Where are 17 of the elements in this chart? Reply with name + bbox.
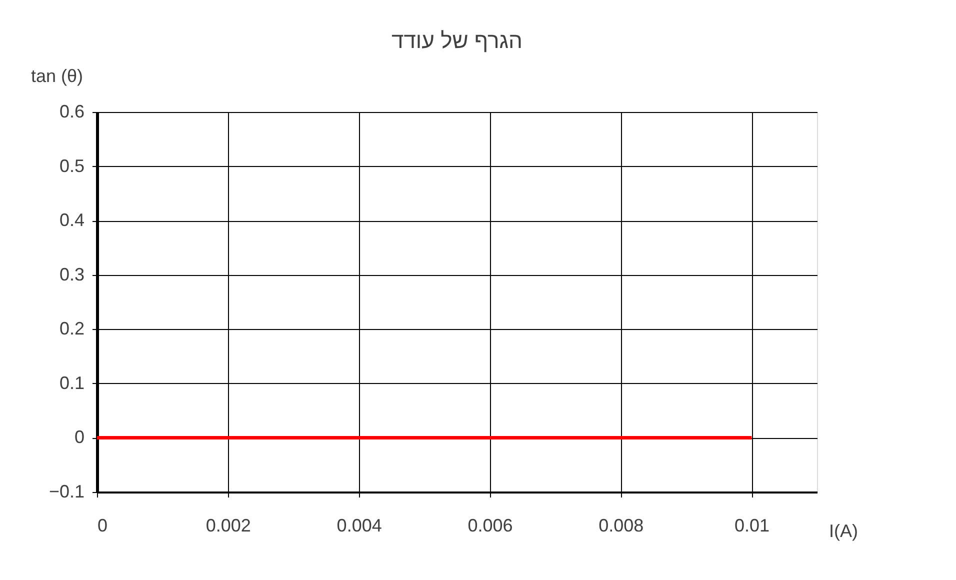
y-tick-label: 0.2	[59, 318, 84, 339]
y-tick-label: 0.4	[59, 210, 84, 230]
chart-title: הגרף של עודד	[392, 28, 522, 53]
y-tick-label: 0.6	[59, 102, 84, 122]
y-tick-label: 0.1	[59, 372, 84, 393]
x-axis-title: I(A)	[829, 521, 858, 541]
x-tick-label: 0.008	[598, 516, 644, 536]
y-tick-label: 0.3	[59, 264, 84, 284]
y-tick-label: −0.1	[48, 482, 84, 502]
x-tick-label: 0.004	[336, 516, 382, 536]
x-tick-label: 0.01	[734, 516, 770, 536]
x-tick-label: 0.002	[206, 516, 251, 536]
y-axis-title: tan (θ)	[30, 66, 84, 86]
x-tick-label: 0	[98, 516, 108, 536]
x-tick-label: 0.006	[468, 516, 513, 536]
y-tick-label: 0	[74, 427, 84, 448]
y-tick-label: 0.5	[59, 156, 84, 176]
